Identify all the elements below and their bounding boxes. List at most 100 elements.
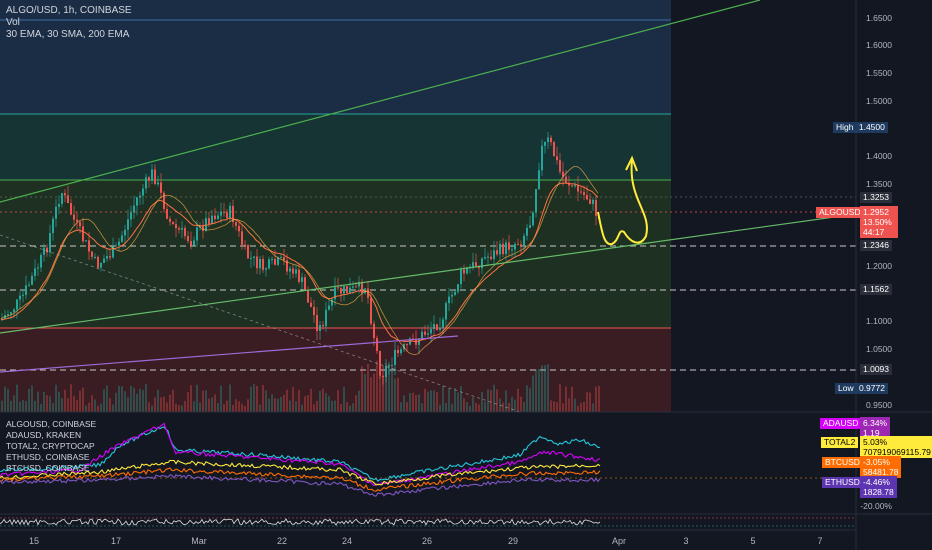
volume-bar [349, 405, 351, 412]
btc-change: -3.05% [863, 457, 890, 467]
volume-bar [46, 395, 48, 412]
moving-averages-label[interactable]: 30 EMA, 30 SMA, 200 EMA [6, 29, 130, 40]
level-tag-12346: 1.2346 [860, 240, 892, 251]
low-label: Low [838, 383, 854, 393]
volume-bar [370, 377, 372, 412]
candle-body [508, 242, 510, 250]
candle-body [55, 206, 57, 219]
volume-bar [250, 386, 252, 412]
purple-trendline[interactable] [0, 335, 459, 373]
candle-body [121, 235, 123, 242]
volume-bar [52, 403, 54, 412]
candle-body [172, 221, 174, 225]
volume-bar [451, 403, 453, 412]
candle-body [13, 309, 15, 313]
legend-algousd[interactable]: ALGOUSD, COINBASE [6, 419, 97, 429]
volume-bar [274, 398, 276, 412]
volume-bar [100, 403, 102, 412]
legend-adausd[interactable]: ADAUSD, KRAKEN [6, 430, 82, 440]
volume-bar [58, 391, 60, 412]
volume-bar [532, 375, 534, 412]
volume-bar [502, 402, 504, 412]
volume-bar [355, 395, 357, 412]
candle-body [103, 258, 105, 263]
legend-total2[interactable]: TOTAL2, CRYPTOCAP [6, 441, 95, 451]
candle-body [220, 211, 222, 216]
candle-body [445, 303, 447, 320]
candlestick-series [1, 132, 600, 385]
candle-body [88, 240, 90, 252]
candle-body [490, 256, 492, 260]
price-tick: 1.1000 [866, 316, 892, 326]
volume-bar [364, 373, 366, 412]
eth-symbol-tag: ETHUSD [822, 477, 863, 488]
volume-bar [514, 399, 516, 412]
volume-bar [160, 397, 162, 412]
volume-bar [586, 392, 588, 412]
price-tick: 1.5500 [866, 68, 892, 78]
volume-bar [505, 390, 507, 412]
candle-body [229, 205, 231, 219]
ema-30-line [0, 182, 599, 343]
candle-body [352, 286, 354, 288]
volume-label[interactable]: Vol [6, 17, 20, 28]
upper-trendline[interactable] [0, 0, 761, 203]
candle-body [328, 305, 330, 310]
btc-value-tag: -3.05% 58481.78 [860, 456, 902, 478]
candle-body [244, 244, 246, 246]
volume-bar [259, 404, 261, 412]
candle-body [268, 259, 270, 269]
btcusd-line [0, 467, 601, 492]
candle-body [355, 286, 357, 288]
candle-body [118, 241, 120, 246]
candle-body [532, 212, 534, 226]
price-tick: 1.5000 [866, 96, 892, 106]
low-tag: Low 0.9772 [835, 383, 888, 394]
candle-body [334, 287, 336, 300]
volume-bar [28, 388, 30, 412]
volume-bar [376, 360, 378, 412]
candle-body [97, 256, 99, 268]
ada-symbol-tag: ADAUSD [820, 418, 862, 429]
volume-bar [85, 405, 87, 412]
candle-body [472, 262, 474, 267]
volume-bar [22, 399, 24, 412]
projection-arrow[interactable] [597, 159, 648, 246]
candle-body [514, 243, 516, 250]
candle-body [385, 366, 387, 377]
volume-bar [190, 385, 192, 412]
volume-bar [418, 394, 420, 412]
candle-body [94, 256, 96, 258]
symbol-title[interactable]: ALGO/USD, 1h, COINBASE [6, 5, 132, 16]
candle-body [283, 257, 285, 261]
volume-bar [103, 389, 105, 412]
volume-bar [55, 384, 57, 412]
price-tick: 1.4000 [866, 151, 892, 161]
volume-bar [520, 396, 522, 412]
volume-bar [490, 389, 492, 412]
volume-bar [598, 385, 600, 412]
candle-body [397, 349, 399, 354]
lower-trendline[interactable] [0, 213, 857, 334]
candle-body [349, 287, 351, 294]
candle-body [262, 258, 264, 270]
volume-bar [436, 391, 438, 412]
volume-bar [391, 367, 393, 412]
candle-body [127, 219, 129, 230]
volume-bar [121, 386, 123, 412]
candle-body [520, 244, 522, 246]
ada-change: 6.34% [863, 418, 888, 428]
candle-body [196, 227, 198, 241]
candle-body [112, 246, 114, 258]
candle-body [247, 245, 249, 259]
dashed-trendline [0, 234, 521, 413]
future-area [671, 0, 856, 412]
candle-body [160, 182, 162, 193]
volume-bar [424, 388, 426, 412]
volume-bar [481, 391, 483, 412]
legend-ethusd[interactable]: ETHUSD, COINBASE [6, 452, 90, 462]
legend-btcusd[interactable]: BTCUSD, COINBASE [6, 463, 90, 473]
ethusd-line [0, 474, 601, 497]
candle-body [499, 243, 501, 255]
